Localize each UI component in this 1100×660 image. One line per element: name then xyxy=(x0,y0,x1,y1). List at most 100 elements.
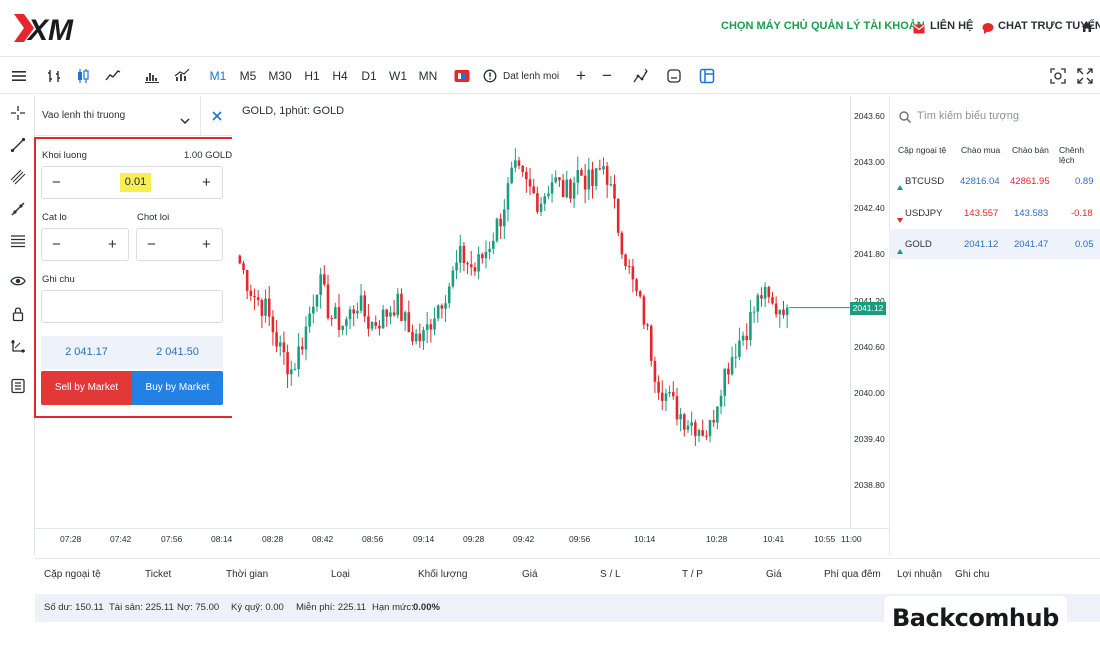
timeframe-d1[interactable]: D1 xyxy=(361,69,377,83)
menu-icon[interactable] xyxy=(10,58,28,94)
debt-value: Nợ: 75.00 xyxy=(177,602,220,613)
candle-body xyxy=(348,309,352,320)
chevron-down-icon[interactable] xyxy=(180,112,190,130)
timeframe-h4[interactable]: H4 xyxy=(332,69,348,83)
col-pair[interactable]: Cặp ngoại tệ xyxy=(44,569,101,580)
time-tick-label: 09:14 xyxy=(413,534,435,544)
col-price[interactable]: Giá xyxy=(522,569,538,580)
volume-increase-button[interactable]: + xyxy=(202,174,211,191)
time-tick-label: 08:56 xyxy=(362,534,384,544)
col-type[interactable]: Loại xyxy=(331,569,350,580)
col-take-profit[interactable]: T / P xyxy=(682,569,703,580)
watch-symbol: USDJPY xyxy=(905,208,943,219)
volume-label: Khoi luong xyxy=(42,150,87,161)
drawing-trend-icon[interactable] xyxy=(632,58,650,94)
time-tick-label: 10:28 xyxy=(706,534,728,544)
timeframe-w1[interactable]: W1 xyxy=(389,69,407,83)
fullscreen-icon[interactable] xyxy=(1076,58,1094,94)
indicators-icon[interactable] xyxy=(173,58,191,94)
col-swap[interactable]: Phí qua đêm xyxy=(824,569,881,580)
visibility-eye-icon[interactable] xyxy=(7,270,29,292)
candle-body xyxy=(469,264,473,268)
note-input[interactable] xyxy=(41,290,223,323)
live-chat-link[interactable]: CHAT TRỰC TUYẾN xyxy=(998,20,1100,32)
candle-body xyxy=(569,179,572,199)
watchlist-panel xyxy=(889,96,1100,556)
crosshair-icon[interactable] xyxy=(7,102,29,124)
zoom-in-button[interactable]: + xyxy=(576,66,586,85)
one-click-trading-icon[interactable] xyxy=(453,58,471,94)
col-stop-loss[interactable]: S / L xyxy=(600,569,621,580)
new-order-icon[interactable] xyxy=(482,58,498,94)
order-type-select[interactable]: Vao lenh thi truong xyxy=(42,110,126,121)
watch-col-ask[interactable]: Chào bán xyxy=(1012,145,1049,155)
candle-body xyxy=(694,422,697,436)
volume-bars-icon[interactable] xyxy=(143,58,161,94)
stop-loss-increase-button[interactable]: + xyxy=(108,236,117,253)
time-tick-label: 08:14 xyxy=(211,534,233,544)
candle-body xyxy=(363,295,367,317)
timeframe-m30[interactable]: M30 xyxy=(268,69,292,83)
account-manage-link[interactable]: QUẢN LÝ TÀI KHOẢN xyxy=(811,20,925,32)
candle-body xyxy=(738,340,741,357)
sell-by-market-button[interactable]: Sell by Market xyxy=(41,371,132,405)
col-comment[interactable]: Ghi chu xyxy=(955,569,990,580)
time-tick-label: 07:56 xyxy=(161,534,183,544)
lock-icon[interactable] xyxy=(7,303,29,325)
volume-decrease-button[interactable]: − xyxy=(52,174,61,191)
home-icon[interactable] xyxy=(1081,20,1093,38)
xm-logo[interactable]: XM xyxy=(12,8,84,48)
timeframe-mn[interactable]: MN xyxy=(418,69,438,83)
stop-loss-decrease-button[interactable]: − xyxy=(52,236,61,253)
timeframe-m5[interactable]: M5 xyxy=(239,69,257,83)
watch-col-spread[interactable]: Chênh lệch xyxy=(1059,145,1085,165)
volume-input[interactable]: 0.01 xyxy=(120,173,151,192)
timeframe-h1[interactable]: H1 xyxy=(304,69,320,83)
candle-body xyxy=(679,414,682,420)
candle-body xyxy=(484,251,488,259)
take-profit-decrease-button[interactable]: − xyxy=(147,236,156,253)
object-tree-icon[interactable] xyxy=(7,375,29,397)
candle-body xyxy=(451,270,455,287)
watch-col-bid[interactable]: Chào mua xyxy=(961,145,1001,155)
template-icon[interactable] xyxy=(665,58,683,94)
candle-body xyxy=(734,356,738,358)
watch-col-pair[interactable]: Cặp ngoại tệ xyxy=(898,145,947,155)
trend-line-icon[interactable] xyxy=(7,134,29,156)
watch-row-selected[interactable] xyxy=(889,229,1100,259)
candle-body xyxy=(356,310,359,314)
screenshot-icon[interactable] xyxy=(1049,58,1067,94)
candle-body xyxy=(334,307,337,319)
buy-by-market-button[interactable]: Buy by Market xyxy=(132,371,223,405)
col-volume[interactable]: Khối lượng xyxy=(418,569,468,580)
time-tick-label: 11:00 xyxy=(841,534,862,544)
candle-body xyxy=(297,346,300,370)
timeframe-m1[interactable]: M1 xyxy=(209,69,227,83)
line-chart-type-icon[interactable] xyxy=(104,58,122,94)
stop-loss-stepper[interactable]: − + xyxy=(41,228,129,261)
close-panel-button[interactable] xyxy=(200,96,232,136)
fibonacci-icon[interactable] xyxy=(7,230,29,252)
contact-link[interactable]: LIÊN HỆ xyxy=(930,20,974,32)
col-profit[interactable]: Lợi nhuận xyxy=(897,569,942,580)
candle-body xyxy=(638,291,642,297)
bar-chart-type-icon[interactable] xyxy=(45,58,63,94)
channel-icon[interactable] xyxy=(7,166,29,188)
new-order-button[interactable]: Dat lenh moi xyxy=(503,70,560,82)
take-profit-stepper[interactable]: − + xyxy=(136,228,223,261)
col-time[interactable]: Thời gian xyxy=(226,569,269,580)
zoom-out-button[interactable]: − xyxy=(602,66,612,85)
candle-body xyxy=(315,294,319,307)
candle-body xyxy=(591,169,594,186)
col-current-price[interactable]: Giá xyxy=(766,569,782,580)
layout-panel-icon[interactable] xyxy=(698,58,716,94)
col-ticket[interactable]: Ticket xyxy=(145,569,172,580)
candlestick-type-icon[interactable] xyxy=(74,58,92,94)
time-tick-label: 08:28 xyxy=(262,534,284,544)
symbol-search-input[interactable]: Tìm kiếm biểu tượng xyxy=(917,110,1019,122)
choose-server-link[interactable]: CHỌN MÁY CHỦ xyxy=(721,20,808,32)
candle-body xyxy=(389,312,392,317)
pitchfork-icon[interactable] xyxy=(7,198,29,220)
take-profit-increase-button[interactable]: + xyxy=(202,236,211,253)
anchor-tool-icon[interactable] xyxy=(7,336,29,358)
